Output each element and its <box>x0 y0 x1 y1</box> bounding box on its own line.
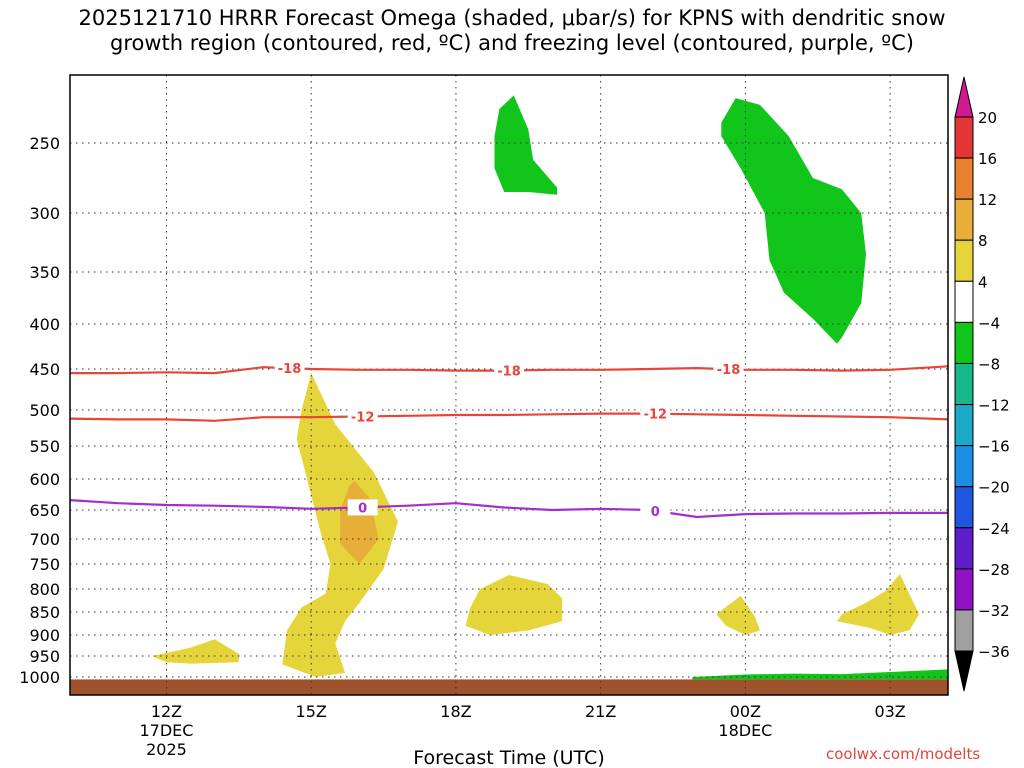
ground-layer <box>70 679 948 695</box>
colorbar-swatch <box>954 157 974 200</box>
colorbar-swatch <box>954 404 974 447</box>
contour-label-bg <box>640 502 671 519</box>
y-tick-label: 600 <box>29 470 60 489</box>
colorbar: 20 16 12 8 4 −4 −8 −12 −16 −20 −24 −28 −32 −36 <box>954 76 1010 692</box>
x-tick-label: 21Z <box>585 702 616 721</box>
colorbar-top-cap <box>954 76 974 118</box>
y-tick-label: 650 <box>29 501 60 520</box>
contour-label-bg <box>713 361 744 378</box>
omega-region-0 <box>282 373 398 677</box>
colorbar-bottom-cap <box>954 650 974 692</box>
y-tick-label: 300 <box>29 204 60 223</box>
contour-line-1 <box>69 412 949 422</box>
y-tick-label: 850 <box>29 603 60 622</box>
contour-label-bg <box>494 362 524 379</box>
title-line-2: growth region (contoured, red, ºC) and f… <box>110 31 914 55</box>
colorbar-label: −8 <box>978 355 1000 373</box>
y-tick-label: 800 <box>29 580 60 599</box>
colorbar-label: −4 <box>978 314 1000 332</box>
y-tick-label: 250 <box>29 134 60 153</box>
y-tick-label: 350 <box>29 263 60 282</box>
y-tick-label: 400 <box>29 315 60 334</box>
contour-lines: -18 -18 -18 -12 -12 0 0 <box>69 360 949 520</box>
ground-fill <box>70 679 948 695</box>
x-tick-label: 18Z <box>440 702 471 721</box>
contour-label-bg <box>347 408 378 425</box>
x-tick-date: 18DEC <box>718 721 772 740</box>
y-tick-label: 1000 <box>19 668 60 687</box>
contour-label: 0 <box>358 501 367 516</box>
colorbar-swatch <box>954 239 974 282</box>
contour-label: -18 <box>497 365 521 380</box>
y-tick-label: 550 <box>29 437 60 456</box>
contour-label-bg <box>274 360 305 377</box>
colorbar-label: −32 <box>978 602 1010 620</box>
x-tick-year: 2025 <box>146 740 187 759</box>
colorbar-swatch <box>954 527 974 570</box>
colorbar-swatch <box>954 198 974 241</box>
y-tick-label: 900 <box>29 626 60 645</box>
contour-label: -18 <box>717 363 741 378</box>
x-tick-label: 12Z <box>151 702 182 721</box>
credit-link[interactable]: coolwx.com/modelts <box>826 745 981 763</box>
x-tick-label: 15Z <box>296 702 327 721</box>
colorbar-label: 8 <box>978 232 988 250</box>
y-tick-label: 700 <box>29 530 60 549</box>
colorbar-swatch <box>954 568 974 611</box>
contour-label-bg <box>347 499 378 516</box>
omega-region-4 <box>716 595 760 635</box>
colorbar-label: 12 <box>978 191 997 209</box>
x-tick-label: 03Z <box>874 702 905 721</box>
grid-lines <box>70 75 948 695</box>
y-tick-label: 750 <box>29 555 60 574</box>
colorbar-label: −16 <box>978 438 1010 456</box>
y-tick-label: 500 <box>29 401 60 420</box>
contour-label-bg <box>640 405 671 422</box>
y-tick-label: 950 <box>29 647 60 666</box>
colorbar-swatch <box>954 321 974 364</box>
contour-label: -18 <box>278 362 302 377</box>
colorbar-label: −12 <box>978 397 1010 415</box>
chart-title: 2025121710 HRRR Forecast Omega (shaded, … <box>0 6 1024 56</box>
colorbar-label: −20 <box>978 479 1010 497</box>
x-tick-date: 17DEC <box>139 721 193 740</box>
colorbar-swatch <box>954 280 974 323</box>
omega-region-7 <box>721 98 866 344</box>
omega-region-8 <box>692 669 948 680</box>
title-line-1: 2025121710 HRRR Forecast Omega (shaded, … <box>78 6 946 30</box>
omega-region-3 <box>465 575 563 635</box>
colorbar-swatch <box>954 116 974 159</box>
omega-region-5 <box>837 574 920 635</box>
colorbar-label: −24 <box>978 520 1010 538</box>
colorbar-swatch <box>954 486 974 529</box>
contour-label: -12 <box>351 410 375 425</box>
y-tick-label: 450 <box>29 360 60 379</box>
colorbar-label: 4 <box>978 273 988 291</box>
contour-label: 0 <box>651 505 660 520</box>
x-axis-title: Forecast Time (UTC) <box>413 747 604 768</box>
omega-region-2 <box>152 639 239 664</box>
colorbar-label: −28 <box>978 561 1010 579</box>
y-axis: 250 300 350 400 450 500 550 600 650 700 750 800 850 9… <box>19 134 60 687</box>
plot-frame <box>69 74 949 696</box>
omega-region-6 <box>494 95 558 195</box>
colorbar-label: −36 <box>978 643 1010 661</box>
contour-line-2 <box>69 499 948 519</box>
colorbar-swatch <box>954 445 974 488</box>
x-tick-label: 00Z <box>730 702 761 721</box>
colorbar-swatch <box>954 362 974 406</box>
colorbar-label: 20 <box>978 109 997 127</box>
colorbar-label: 16 <box>978 150 997 168</box>
colorbar-swatch <box>954 609 974 652</box>
shaded-regions <box>152 95 948 680</box>
contour-label: -12 <box>644 408 668 423</box>
